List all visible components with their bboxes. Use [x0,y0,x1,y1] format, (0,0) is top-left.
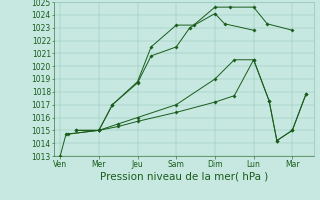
X-axis label: Pression niveau de la mer( hPa ): Pression niveau de la mer( hPa ) [100,172,268,182]
